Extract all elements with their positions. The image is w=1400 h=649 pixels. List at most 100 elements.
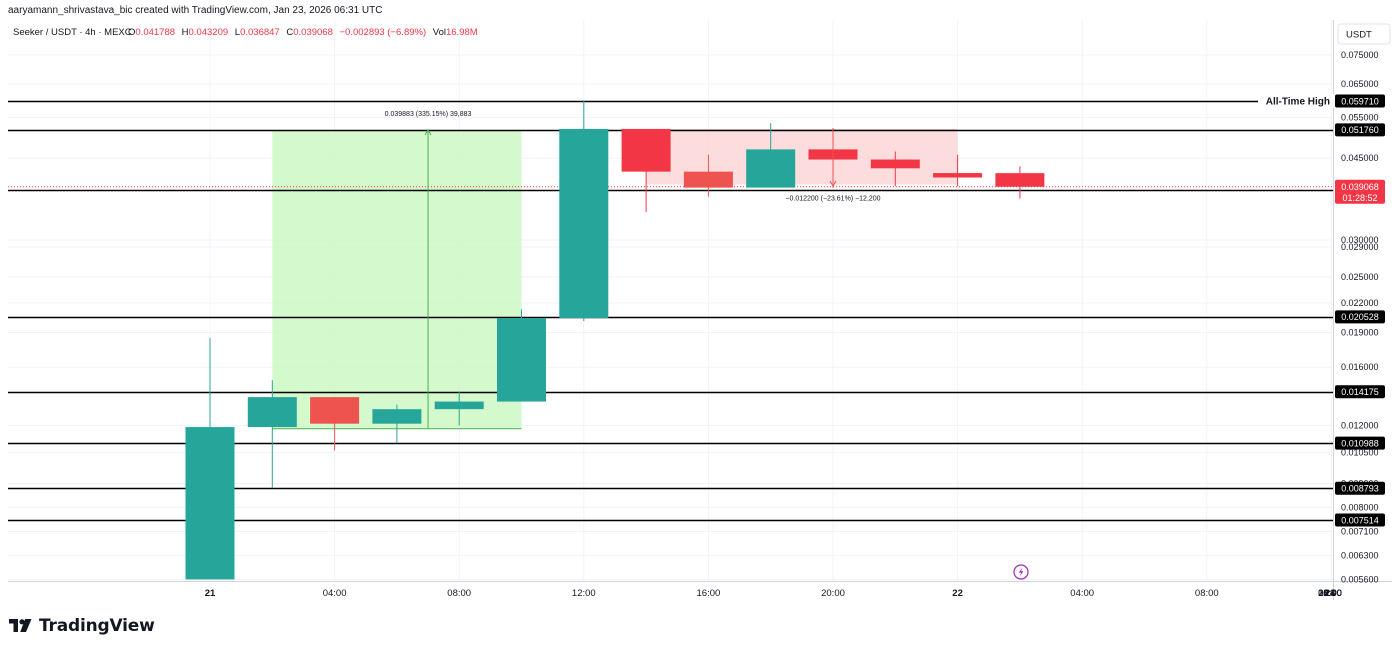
y-tick-label: 0.007100 xyxy=(1341,526,1379,536)
y-tick-label: 0.075000 xyxy=(1341,50,1379,60)
legend-vol-label: Vol xyxy=(433,27,446,38)
x-tick-label: 20:00 xyxy=(1318,588,1342,599)
x-tick-label: 21 xyxy=(205,588,216,599)
long-arrow-head xyxy=(424,128,432,136)
x-tick-label: 22 xyxy=(952,588,963,599)
candle[interactable] xyxy=(497,309,546,402)
candle[interactable] xyxy=(870,151,920,187)
y-tick-label: 0.022000 xyxy=(1341,298,1379,308)
x-tick-label: 20:00 xyxy=(1318,588,1342,599)
x-tick-label: 16:00 xyxy=(1318,588,1342,599)
y-tick-label: 0.006300 xyxy=(1341,551,1379,561)
price-line-tag[interactable]: 0.059710 All-Time High xyxy=(1258,94,1385,108)
currency-button[interactable]: USDT xyxy=(1337,23,1391,45)
currency-label: USDT xyxy=(1346,30,1372,41)
position-zones xyxy=(272,129,958,430)
candle-body xyxy=(185,427,235,580)
price-tag-box xyxy=(1335,513,1385,527)
candle[interactable] xyxy=(995,166,1045,199)
x-tick-label: 23 xyxy=(1325,588,1336,599)
x-tick-label: 12:00 xyxy=(572,588,596,599)
candle-body xyxy=(372,409,422,424)
candle[interactable] xyxy=(683,154,733,197)
candles[interactable] xyxy=(185,100,1045,580)
countdown-label: 01:28:52 xyxy=(1342,193,1377,203)
tradingview-logo-icon xyxy=(9,619,32,632)
legend-open-value: 0.041788 xyxy=(135,27,175,38)
short-arrow-head xyxy=(829,180,837,188)
candle[interactable] xyxy=(746,123,796,188)
tradingview-wordmark: TradingView xyxy=(39,616,155,636)
candle[interactable] xyxy=(933,154,983,187)
candle-body xyxy=(746,149,796,188)
price-line-tag[interactable]: 0.051760 xyxy=(1335,123,1385,137)
candle[interactable] xyxy=(185,337,235,580)
candlestick-chart[interactable]: 0.039883 (335.15%) 39,883 −0.012200 (−23.… xyxy=(0,0,1400,606)
price-tag-label: 0.051760 xyxy=(1341,125,1379,135)
x-tick-label: 12:00 xyxy=(1318,588,1342,599)
x-tick-label: 16:00 xyxy=(1318,588,1342,599)
y-tick-label: 0.065000 xyxy=(1341,79,1379,89)
x-tick-label: 12:00 xyxy=(1318,588,1342,599)
candle-body xyxy=(995,173,1045,187)
legend-change-value: −0.002893 (−6.89%) xyxy=(340,27,427,38)
last-price-label: 0.039068 xyxy=(1341,182,1379,192)
annotations: 0.039883 (335.15%) 39,883 −0.012200 (−23.… xyxy=(385,111,881,429)
y-tick-label: 0.055000 xyxy=(1341,113,1379,123)
candle[interactable] xyxy=(559,100,609,322)
y-tick-label: 0.005600 xyxy=(1341,574,1379,584)
candle-body xyxy=(247,397,297,428)
y-tick-label: 0.045000 xyxy=(1341,153,1379,163)
candle[interactable] xyxy=(621,128,671,212)
candle[interactable] xyxy=(310,397,360,451)
price-tag-label: 0.020528 xyxy=(1341,312,1379,322)
y-tick-label: 0.025000 xyxy=(1341,272,1379,282)
price-line-tag[interactable]: 0.008793 xyxy=(1335,481,1385,495)
price-tag-box xyxy=(1335,94,1385,108)
x-tick-label: 04:00 xyxy=(1318,588,1342,599)
x-tick-label: 08:00 xyxy=(1195,588,1219,599)
lightning-icon[interactable] xyxy=(1013,564,1029,580)
x-tick-label: 24 xyxy=(1325,588,1336,599)
x-tick-label: 08:00 xyxy=(447,588,471,599)
y-tick-label: 0.016000 xyxy=(1341,362,1379,372)
price-line-tag[interactable]: 0.014175 xyxy=(1335,385,1385,399)
x-tick-label: 04:00 xyxy=(323,588,347,599)
chart-attribution: aaryamann_shrivastava_bic created with T… xyxy=(8,5,383,16)
tradingview-brand[interactable]: TradingView xyxy=(9,614,155,638)
x-tick-label: 08:00 xyxy=(1318,588,1342,599)
legend-low-value: 0.036847 xyxy=(240,27,280,38)
price-tag-box xyxy=(1335,436,1385,450)
legend-symbol[interactable]: Seeker / USDT · 4h · MEXC xyxy=(13,27,132,38)
price-line-tag[interactable]: 0.010988 xyxy=(1335,436,1385,450)
legend-ohlc: O0.041788 H0.043209 L0.036847 C0.039068 … xyxy=(128,27,478,38)
x-tick-label: 04:00 xyxy=(1070,588,1094,599)
candle-body xyxy=(497,318,546,402)
candle-body xyxy=(933,173,983,178)
y-tick-label: 0.030000 xyxy=(1341,235,1379,245)
y-tick-label: 0.029000 xyxy=(1341,242,1379,252)
price-line-text-bg xyxy=(1258,94,1334,108)
price-tag-box xyxy=(1335,310,1385,324)
candle[interactable] xyxy=(434,391,484,426)
candle-body xyxy=(559,128,609,319)
legend-open-label: O xyxy=(128,27,135,38)
y-tick-label: 0.010500 xyxy=(1341,447,1379,457)
price-tag-label: 0.008793 xyxy=(1341,484,1379,494)
candle[interactable] xyxy=(372,404,422,443)
candle-body xyxy=(870,159,920,169)
x-tick-label: 16:00 xyxy=(697,588,721,599)
legend-high-value: 0.043209 xyxy=(189,27,229,38)
price-line-tag[interactable]: 0.007514 xyxy=(1335,513,1385,527)
price-tag-label: 0.059710 xyxy=(1341,96,1379,106)
price-line-tag[interactable]: 0.020528 xyxy=(1335,310,1385,324)
price-tag-label: 0.010988 xyxy=(1341,438,1379,448)
long-position-zone xyxy=(272,129,522,429)
last-price-box xyxy=(1335,179,1385,204)
price-tag-box xyxy=(1335,385,1385,399)
time-axis[interactable]: 21 04:00 08:00 12:00 16:00 20:00 22 04:00 08:00 1… xyxy=(205,588,1342,599)
candle-body xyxy=(621,128,671,172)
candle[interactable] xyxy=(247,380,297,489)
